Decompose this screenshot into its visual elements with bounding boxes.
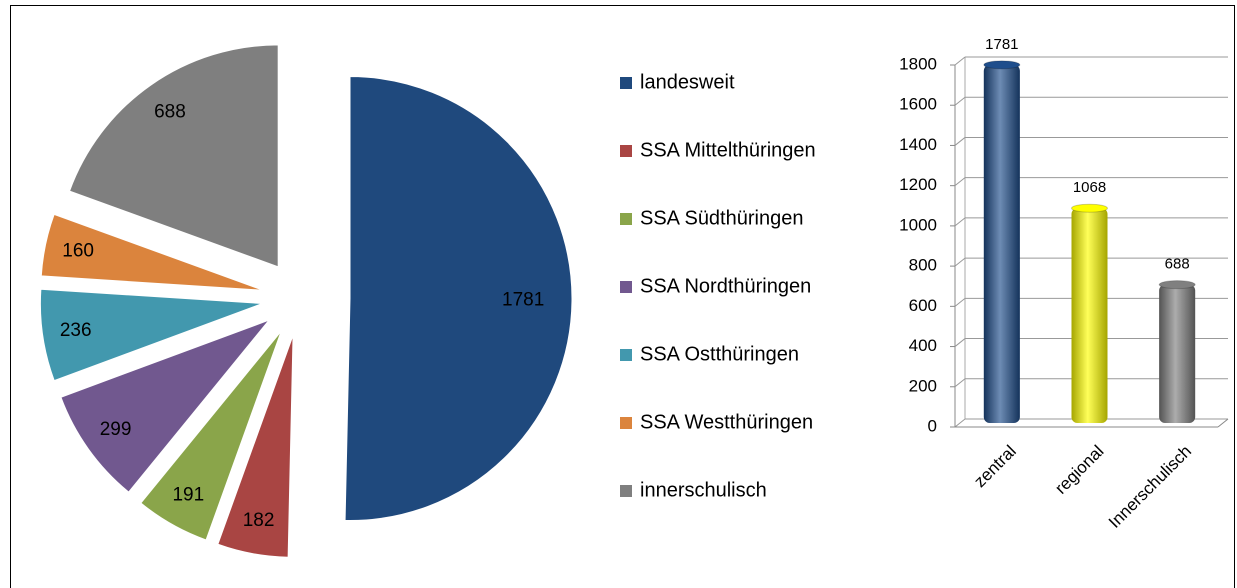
bar-top (1158, 280, 1196, 290)
y-tick-label: 1600 (899, 95, 937, 114)
x-tick-label: regional (1051, 442, 1107, 498)
legend-label: SSA Nordthüringen (640, 275, 811, 297)
grid-line (954, 217, 966, 227)
legend-swatch (620, 77, 632, 89)
grid-line (954, 418, 966, 428)
x-tick-label: zentral (970, 442, 1020, 492)
legend-label: SSA Ostthüringen (640, 343, 799, 365)
data-label: 1781 (502, 289, 544, 310)
legend-swatch (620, 213, 632, 225)
grid-line (954, 56, 966, 66)
y-tick-label: 400 (909, 336, 937, 355)
grid-line (954, 297, 966, 307)
data-label: 191 (172, 484, 204, 505)
legend-label: innerschulisch (640, 479, 767, 501)
y-tick-label: 1800 (899, 54, 937, 73)
bar-top (983, 60, 1021, 70)
pie-slice (217, 335, 294, 558)
pie-slice (68, 44, 279, 268)
frame (10, 5, 1235, 588)
legend-swatch (620, 145, 632, 157)
legend-label: SSA Westthüringen (640, 411, 813, 433)
legend-label: landesweit (640, 71, 735, 93)
y-tick-label: 600 (909, 296, 937, 315)
bar-shade (1159, 284, 1196, 423)
data-label: 688 (1165, 256, 1190, 273)
pie-slice (60, 318, 271, 493)
pie-slice (40, 213, 263, 291)
x-tick-label: Innerschulisch (1105, 442, 1195, 532)
data-label: 1781 (985, 36, 1018, 53)
data-label: 1068 (1073, 179, 1106, 196)
legend-label: SSA Südthüringen (640, 207, 803, 229)
grid-line (954, 338, 966, 347)
floor-edge (1217, 418, 1229, 428)
data-label: 688 (154, 101, 186, 122)
data-label: 182 (243, 510, 275, 531)
data-label: 160 (62, 241, 94, 262)
data-label: 236 (60, 320, 92, 341)
legend-swatch (620, 281, 632, 293)
y-tick-label: 1400 (899, 135, 937, 154)
grid-line (954, 257, 966, 267)
y-tick-label: 0 (928, 416, 937, 435)
legend-swatch (620, 485, 632, 497)
pie-slice (344, 76, 573, 522)
grid-line (954, 378, 966, 388)
y-tick-label: 1000 (899, 215, 937, 234)
legend-label: SSA Mittelthüringen (640, 139, 816, 161)
legend-swatch (620, 349, 632, 361)
pie-slice (140, 330, 282, 541)
data-label: 299 (100, 419, 132, 440)
bar-shade (1071, 208, 1108, 423)
legend-swatch (620, 417, 632, 429)
grid-line (954, 177, 966, 187)
pie-slice (39, 288, 263, 382)
y-tick-label: 200 (909, 376, 937, 395)
bar-shade (983, 64, 1020, 424)
y-tick-label: 800 (909, 256, 937, 275)
grid-line (954, 96, 966, 106)
y-tick-label: 1200 (899, 175, 937, 194)
bar-top (1071, 203, 1108, 213)
grid-line (954, 137, 966, 146)
